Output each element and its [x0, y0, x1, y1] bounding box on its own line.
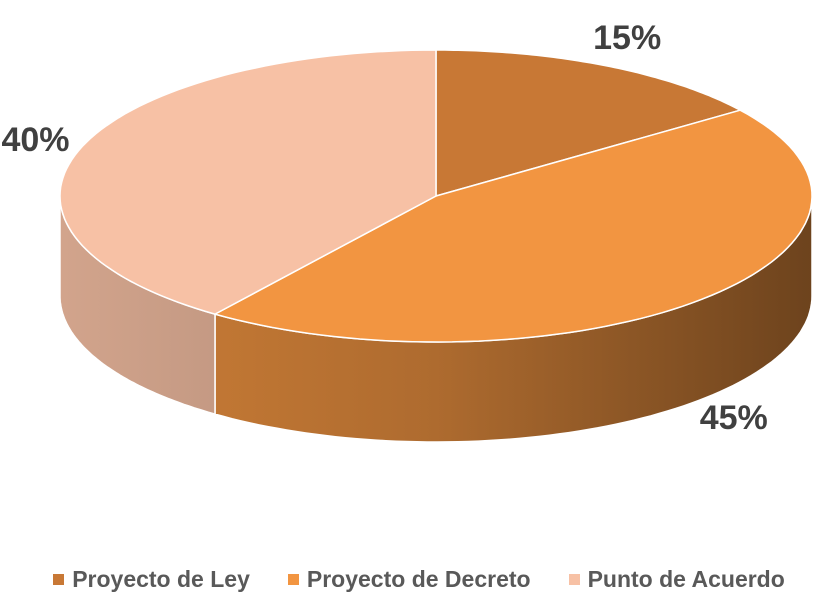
pie-chart: 15% 45% 40%	[1, 19, 813, 443]
legend-swatch	[287, 574, 299, 585]
data-label: 40%	[1, 121, 69, 159]
legend-swatch	[568, 574, 580, 585]
legend: Proyecto de Ley Proyecto de Decreto Punto …	[0, 566, 838, 593]
legend-item: Punto de Acuerdo	[568, 566, 785, 593]
legend-item: Proyecto de Decreto	[287, 566, 531, 593]
legend-label: Proyecto de Ley	[72, 566, 250, 592]
legend-item: Proyecto de Ley	[53, 566, 250, 593]
data-label: 15%	[593, 19, 661, 57]
legend-label: Proyecto de Decreto	[306, 566, 531, 592]
legend-swatch	[53, 574, 65, 585]
slice	[435, 49, 743, 197]
legend-label: Punto de Acuerdo	[587, 566, 785, 592]
slice	[59, 49, 437, 315]
slice	[212, 109, 813, 343]
data-label: 45%	[700, 399, 768, 437]
